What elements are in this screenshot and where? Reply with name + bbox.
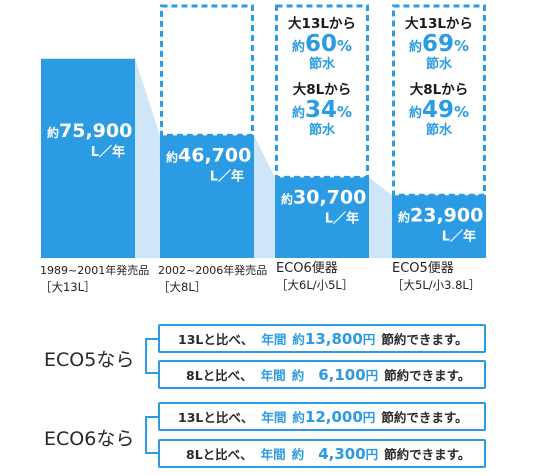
saving-word-label: 節水: [309, 56, 336, 72]
bar-connector: [135, 58, 160, 259]
category-line1: 2002~2006年発売品: [158, 264, 268, 277]
amount-text: 約 4,300円: [292, 444, 378, 463]
bar: [41, 58, 135, 259]
suffix-text: 節約できます。: [384, 447, 471, 462]
category-label-eco6: ECO6便器 ［大6L/小5L］: [276, 261, 353, 293]
bar-connector: [254, 135, 275, 258]
compare-text: 13Lと比べ、: [178, 332, 254, 347]
amount-value: 12,000: [304, 408, 363, 426]
amount-text: 約 6,100円: [292, 365, 378, 384]
amount-value: 4,300: [318, 445, 366, 463]
eco5-group-label: ECO5なら: [44, 349, 135, 371]
saving-from-label: 大8Lから: [293, 81, 352, 98]
suffix-text: 節約できます。: [384, 368, 471, 383]
period-text: 年間: [260, 368, 286, 383]
amount-prefix: 約: [292, 410, 305, 425]
amount-unit: 円: [362, 332, 376, 347]
amount-text: 約12,000円: [292, 407, 375, 426]
amount-prefix: 約: [291, 368, 305, 383]
saving-dashed-outline: [160, 4, 254, 137]
amount-prefix: 約: [292, 332, 305, 347]
amount-unit: 円: [365, 447, 379, 462]
saving-from-label: 大13Lから: [288, 15, 356, 32]
category-line1: ECO5便器: [392, 261, 454, 276]
saving-from-label: 大8Lから: [410, 81, 469, 98]
bar: [160, 135, 254, 258]
eco5-compare-8l-row: 8Lと比べ、 年間 約 6,100円 節約できます。: [158, 360, 486, 389]
bar-value-label: 約46,700: [166, 144, 251, 166]
compare-text: 8Lと比べ、: [186, 368, 253, 383]
bar-unit-label: L／年: [325, 210, 359, 226]
amount-value: 13,800: [304, 330, 363, 348]
bar-connector: [369, 177, 392, 258]
saving-percent-label: 約69%: [409, 31, 469, 57]
eco6-group-label: ECO6なら: [44, 428, 135, 450]
category-line2: ［大8L］: [158, 280, 207, 294]
compare-text: 13Lと比べ、: [178, 410, 254, 425]
eco6-bracket: [145, 416, 158, 454]
saving-word-label: 節水: [309, 122, 336, 138]
period-text: 年間: [260, 447, 286, 462]
bar-value-label: 約75,900: [47, 120, 132, 142]
period-text: 年間: [261, 332, 287, 347]
bar: [275, 177, 369, 258]
suffix-text: 節約できます。: [381, 332, 468, 347]
amount-prefix: 約: [291, 447, 305, 462]
bar: [392, 195, 486, 258]
saving-word-label: 節水: [426, 122, 453, 138]
suffix-text: 節約できます。: [381, 410, 468, 425]
eco5-bracket: [145, 338, 158, 374]
period-text: 年間: [261, 410, 287, 425]
saving-dashed-outline: [392, 4, 486, 197]
category-label-eco5: ECO5便器 ［大5L/小3.8L］: [392, 261, 480, 293]
category-line1: ECO6便器: [276, 261, 338, 276]
category-line1: 1989~2001年発売品: [40, 264, 150, 277]
amount-text: 約13,800円: [292, 329, 375, 348]
bar-value-label: 約30,700: [281, 186, 366, 208]
eco5-compare-13l-row: 13Lと比べ、 年間 約13,800円 節約できます。: [158, 324, 486, 353]
category-line2: ［大13L］: [40, 280, 96, 294]
saving-percent-label: 約49%: [409, 97, 469, 123]
saving-percent-label: 約60%: [292, 31, 352, 57]
saving-percent-label: 約34%: [292, 97, 352, 123]
saving-word-label: 節水: [426, 56, 453, 72]
bar-unit-label: L／年: [91, 144, 125, 160]
category-line2: ［大5L/小3.8L］: [392, 278, 481, 292]
bar-unit-label: L／年: [442, 228, 476, 244]
amount-value: 6,100: [318, 366, 366, 384]
compare-text: 8Lと比べ、: [186, 447, 253, 462]
category-label-2002: 2002~2006年発売品 ［大8L］: [158, 263, 267, 295]
eco6-compare-8l-row: 8Lと比べ、 年間 約 4,300円 節約できます。: [158, 439, 486, 468]
category-label-1989: 1989~2001年発売品 ［大13L］: [40, 263, 149, 295]
category-line2: ［大6L/小5L］: [276, 278, 354, 292]
saving-dashed-outline: [275, 4, 369, 179]
bar-value-label: 約23,900: [398, 204, 483, 226]
bar-unit-label: L／年: [210, 168, 244, 184]
saving-from-label: 大13Lから: [405, 15, 473, 32]
eco6-compare-13l-row: 13Lと比べ、 年間 約12,000円 節約できます。: [158, 402, 486, 431]
amount-unit: 円: [362, 410, 376, 425]
amount-unit: 円: [365, 368, 379, 383]
